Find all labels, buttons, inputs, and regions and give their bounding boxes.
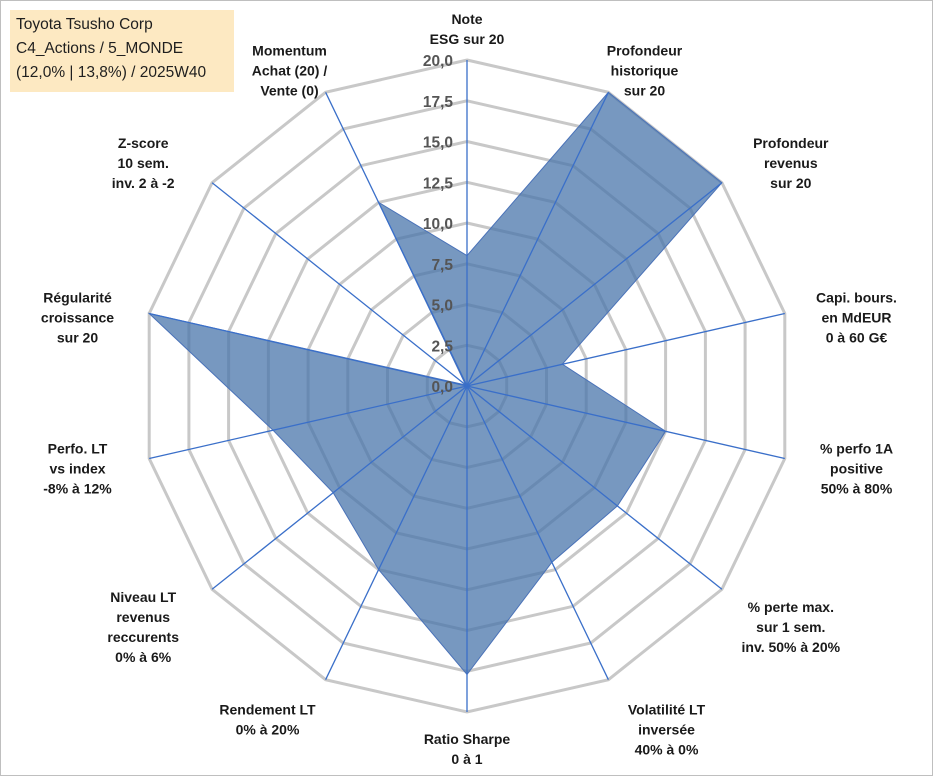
axis-label-line: Régularité xyxy=(43,289,112,305)
axis-label-line: Rendement LT xyxy=(219,701,316,717)
axis-label: Ratio Sharpe 0 à 1 xyxy=(424,731,511,767)
axis-label-line: ESG sur 20 xyxy=(430,31,505,47)
axis-label-line: revenus xyxy=(116,609,170,625)
spoke-line xyxy=(325,92,468,387)
tick-label: 20,0 xyxy=(423,53,453,70)
axis-label: Profondeur historique sur 20 xyxy=(607,43,683,99)
axis-label-line: Z-score xyxy=(118,135,169,151)
tick-label: 12,5 xyxy=(423,175,454,192)
tick-label: 7,5 xyxy=(431,257,453,274)
axis-label-line: historique xyxy=(611,63,679,79)
axis-label-line: croissance xyxy=(41,309,114,325)
axis-label-line: reccurents xyxy=(107,629,179,645)
spoke-line xyxy=(211,385,468,590)
axis-label-line: Achat (20) / xyxy=(252,63,328,79)
radar-spokes xyxy=(149,60,785,712)
axis-label-line: Note xyxy=(451,11,482,27)
axis-label: Momentum Achat (20) / Vente (0) xyxy=(252,43,328,99)
axis-label-line: vs index xyxy=(49,461,105,477)
axis-label-line: sur 20 xyxy=(624,83,665,99)
axis-label-line: 0 à 1 xyxy=(451,751,482,767)
axis-label: Z-score 10 sem. inv. 2 à -2 xyxy=(112,135,175,191)
axis-label-line: positive xyxy=(830,461,883,477)
axis-label-line: Capi. bours. xyxy=(816,289,897,305)
axis-label-line: 40% à 0% xyxy=(635,741,699,757)
spoke-line xyxy=(149,312,468,387)
axis-label-line: Profondeur xyxy=(607,43,683,59)
tick-label: 15,0 xyxy=(423,135,453,152)
axis-label-line: inv. 50% à 20% xyxy=(742,639,841,655)
spoke-line xyxy=(466,92,609,387)
spoke-line xyxy=(211,182,468,387)
axis-label-line: Vente (0) xyxy=(260,83,318,99)
tick-label: 2,5 xyxy=(431,338,453,355)
axis-label: % perfo 1A positive 50% à 80% xyxy=(820,441,893,497)
tick-label: 10,0 xyxy=(423,216,453,233)
axis-label-line: 0% à 6% xyxy=(115,649,172,665)
axis-label-line: inversée xyxy=(638,721,695,737)
axis-label-line: revenus xyxy=(764,155,818,171)
axis-label-line: -8% à 12% xyxy=(43,481,112,497)
spoke-line xyxy=(466,385,785,460)
axis-label-line: sur 20 xyxy=(770,175,811,191)
company-name: Toyota Tsusho Corp xyxy=(16,16,153,33)
tick-label: 0,0 xyxy=(431,379,453,396)
axis-label-line: Profondeur xyxy=(753,135,829,151)
axis-label-line: Niveau LT xyxy=(110,589,176,605)
axis-label-line: % perte max. xyxy=(748,599,834,615)
axis-label-line: Momentum xyxy=(252,43,327,59)
axis-label: Capi. bours. en MdEUR 0 à 60 G€ xyxy=(816,289,897,345)
axis-label-line: sur 1 sem. xyxy=(756,619,825,635)
axis-label-line: 0 à 60 G€ xyxy=(826,329,888,345)
axis-label: Volatilité LT inversée 40% à 0% xyxy=(628,701,706,757)
axis-label-line: en MdEUR xyxy=(822,309,892,325)
chart-title-box: Toyota Tsusho Corp C4_Actions / 5_MONDE … xyxy=(10,10,234,92)
axis-label: Note ESG sur 20 xyxy=(430,11,505,47)
spoke-line xyxy=(149,385,468,460)
tick-label: 17,5 xyxy=(423,94,454,111)
axis-label-line: 50% à 80% xyxy=(821,481,893,497)
spoke-line xyxy=(466,182,723,387)
performance-week-label: (12,0% | 13,8%) / 2025W40 xyxy=(16,64,207,81)
axis-label-line: Perfo. LT xyxy=(48,441,108,457)
portfolio-label: C4_Actions / 5_MONDE xyxy=(16,40,184,57)
spoke-line xyxy=(466,312,785,387)
spoke-line xyxy=(466,385,723,590)
axis-label-line: Ratio Sharpe xyxy=(424,731,511,747)
axis-label-line: 0% à 20% xyxy=(236,721,300,737)
tick-label: 5,0 xyxy=(431,298,453,315)
axis-label: Perfo. LT vs index -8% à 12% xyxy=(43,441,112,497)
axis-label-line: 10 sem. xyxy=(118,155,169,171)
axis-label-line: Volatilité LT xyxy=(628,701,706,717)
axis-label-line: sur 20 xyxy=(57,329,98,345)
axis-label: Profondeur revenus sur 20 xyxy=(753,135,829,191)
axis-label: % perte max. sur 1 sem. inv. 50% à 20% xyxy=(742,599,841,655)
spoke-line xyxy=(466,385,609,680)
axis-label-line: inv. 2 à -2 xyxy=(112,175,175,191)
axis-label: Régularité croissance sur 20 xyxy=(41,289,114,345)
axis-label: Rendement LT 0% à 20% xyxy=(219,701,316,737)
axis-label-line: % perfo 1A xyxy=(820,441,893,457)
spoke-line xyxy=(325,385,468,680)
axis-label: Niveau LT revenus reccurents 0% à 6% xyxy=(107,589,179,665)
